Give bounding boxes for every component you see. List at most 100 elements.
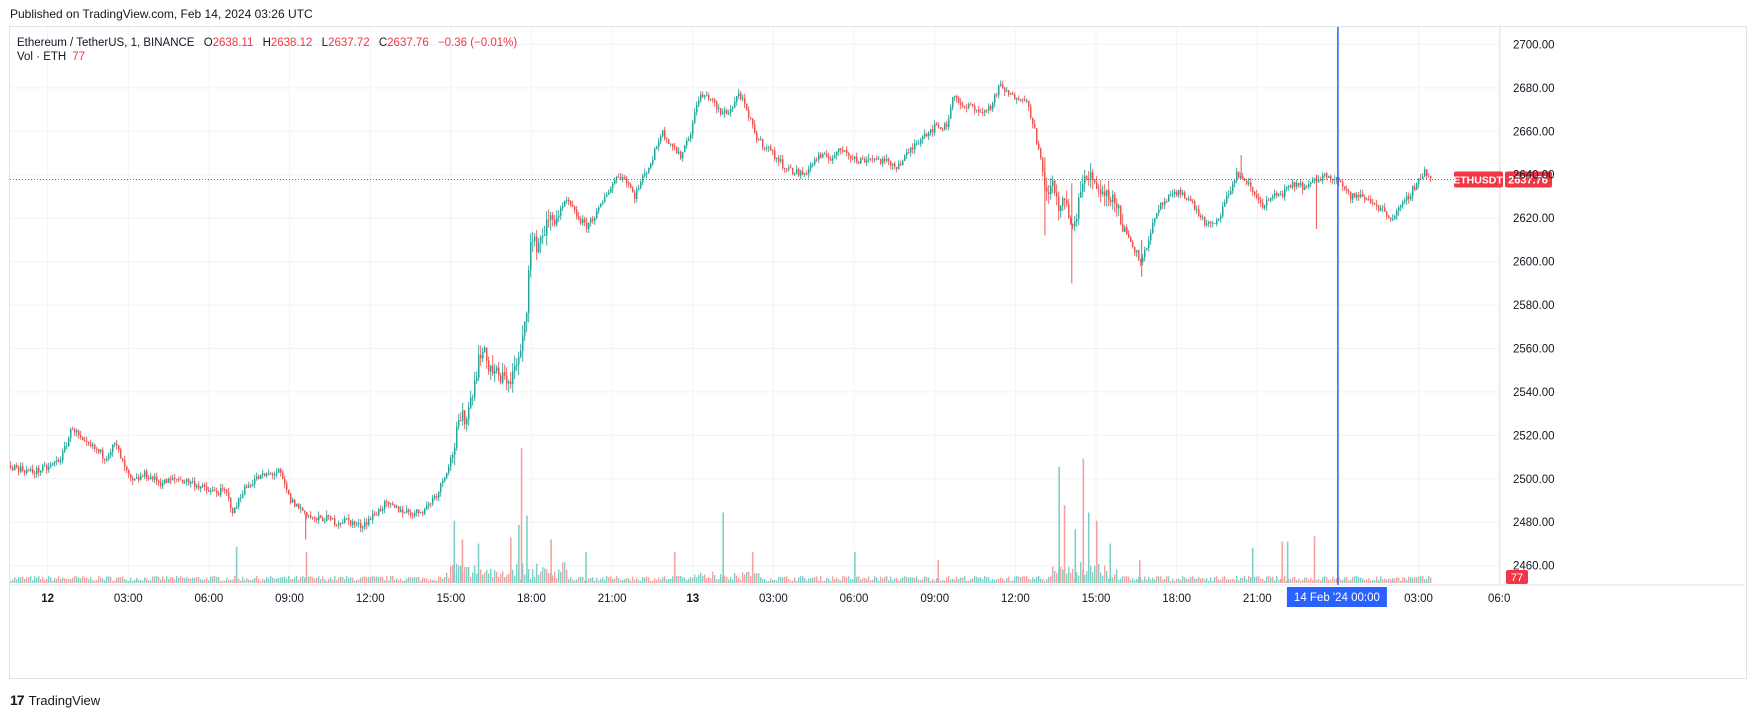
- candle-body: [522, 335, 524, 352]
- candlestick-series: [10, 80, 1432, 540]
- volume-bar: [286, 578, 288, 583]
- candle-body: [1164, 201, 1166, 205]
- candle-body: [350, 520, 352, 526]
- volume-bar: [758, 573, 760, 583]
- volume-bar: [374, 576, 376, 583]
- volume-bar: [1063, 505, 1066, 583]
- candle-body: [150, 476, 152, 480]
- volume-bar: [694, 574, 696, 583]
- y-tick-label: 2540.00: [1513, 387, 1555, 399]
- volume-bar: [782, 577, 784, 583]
- candle-body: [814, 159, 816, 165]
- volume-bar: [966, 580, 968, 583]
- volume-bar: [656, 579, 658, 583]
- candle-body: [652, 159, 654, 165]
- volume-bar: [60, 579, 62, 583]
- volume-bar: [1122, 576, 1124, 583]
- volume-bar: [914, 577, 916, 583]
- volume-bar: [342, 577, 344, 583]
- volume-bar: [920, 580, 922, 583]
- volume-bar: [1190, 577, 1192, 583]
- candle-body: [416, 509, 418, 513]
- candle-body: [368, 518, 370, 525]
- candle-body: [1088, 178, 1090, 181]
- volume-bar: [1014, 576, 1016, 583]
- volume-bar: [673, 551, 676, 583]
- volume-bar: [1086, 571, 1088, 583]
- candle-body: [622, 177, 624, 180]
- candle-body: [718, 108, 720, 110]
- candle-body: [1410, 196, 1412, 200]
- candle-body: [720, 108, 722, 115]
- footer-brand[interactable]: TradingView: [28, 692, 101, 708]
- candle-body: [422, 512, 424, 514]
- volume-bar: [498, 577, 500, 583]
- volume-bar: [702, 575, 704, 583]
- volume-bar: [686, 579, 688, 583]
- volume-bar: [744, 574, 746, 583]
- volume-bar: [716, 579, 718, 583]
- volume-bar: [1224, 576, 1226, 583]
- volume-bar: [751, 551, 754, 583]
- volume-bar: [772, 580, 774, 583]
- candle-body: [1308, 184, 1310, 187]
- volume-bar: [64, 578, 66, 583]
- volume-bar: [246, 578, 248, 583]
- volume-bar: [800, 576, 802, 583]
- candle-body: [224, 489, 226, 491]
- candle-body: [1382, 207, 1384, 209]
- tradingview-logo-icon[interactable]: 17: [10, 692, 25, 708]
- volume-bar: [1376, 576, 1378, 583]
- volume-bar: [364, 576, 366, 583]
- volume-bar: [292, 579, 294, 583]
- candle-body: [666, 138, 668, 140]
- candle-body: [1096, 182, 1098, 189]
- candle-body: [726, 110, 728, 114]
- volume-bar: [690, 577, 692, 583]
- volume-bar: [218, 577, 220, 583]
- volume-bar: [62, 577, 64, 583]
- candle-body: [156, 476, 158, 482]
- volume-bar: [1274, 580, 1276, 583]
- candle-body: [284, 478, 286, 484]
- candle-body: [1132, 242, 1134, 247]
- candle-body: [210, 490, 212, 492]
- candle-body: [450, 457, 452, 467]
- candle-body: [230, 498, 232, 509]
- volume-bar: [124, 578, 126, 583]
- volume-bar: [461, 539, 464, 583]
- candle-body: [1386, 211, 1388, 216]
- volume-bar: [1426, 579, 1428, 583]
- volume-bar: [1210, 577, 1212, 583]
- candle-body: [918, 143, 920, 145]
- volume-bar: [424, 578, 426, 583]
- candle-body: [1298, 182, 1300, 186]
- volume-bar: [210, 576, 212, 583]
- candle-body: [1084, 176, 1086, 185]
- volume-bar: [1114, 574, 1116, 583]
- volume-bar: [314, 578, 316, 583]
- candle-body: [306, 512, 308, 517]
- symbol-title[interactable]: Ethereum / TetherUS, 1, BINANCE: [17, 37, 195, 49]
- candle-body: [566, 200, 568, 201]
- last-price-line: ETHUSDT 2637.76 77: [10, 171, 1552, 584]
- volume-bar: [232, 579, 234, 583]
- volume-label[interactable]: Vol · ETH: [17, 51, 67, 63]
- candle-body: [576, 209, 578, 217]
- candle-body: [232, 508, 234, 514]
- candle-body: [1288, 185, 1290, 188]
- volume-bar: [784, 576, 786, 583]
- candle-body: [1306, 186, 1308, 188]
- candle-body: [266, 473, 268, 476]
- candle-body: [658, 141, 660, 147]
- volume-bar: [682, 577, 684, 583]
- candle-body: [834, 155, 836, 158]
- volume-bar: [258, 578, 260, 583]
- volume-bar: [24, 578, 26, 583]
- volume-bar: [230, 579, 232, 583]
- candle-body: [748, 110, 750, 118]
- candle-body: [668, 139, 670, 144]
- candle-body: [202, 484, 204, 487]
- candle-body: [1390, 217, 1392, 220]
